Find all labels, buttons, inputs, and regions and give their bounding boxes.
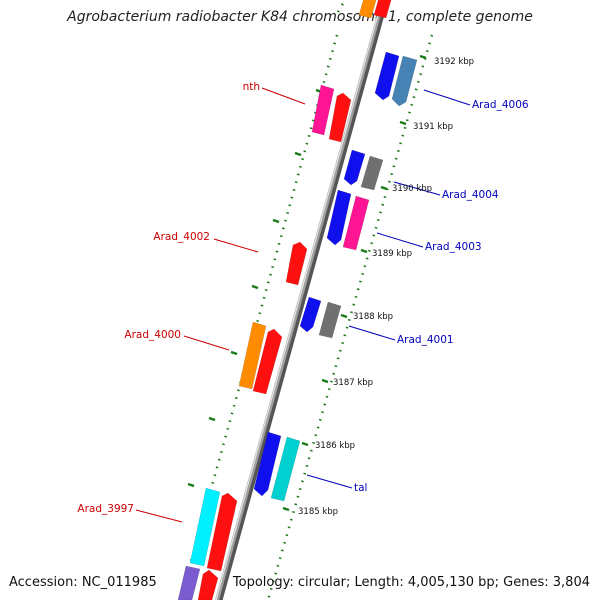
gene-cyan-tal xyxy=(270,436,301,502)
major-tick xyxy=(419,54,427,60)
gene-red-top xyxy=(373,0,392,19)
gene-label-arad-4004: Arad_4004 xyxy=(442,189,499,201)
kbp-label-3189: 3189 kbp xyxy=(372,249,412,259)
gene-red-4000 xyxy=(252,328,283,395)
major-tick xyxy=(321,378,329,384)
major-tick xyxy=(187,482,195,488)
leader-line-arad-4004 xyxy=(393,181,441,196)
major-tick xyxy=(230,350,238,356)
leader-line-arad-4002 xyxy=(213,238,259,253)
map-title: Agrobacterium radiobacter K84 chromosome… xyxy=(67,9,533,25)
leader-line-nth xyxy=(261,87,306,105)
leader-line-arad-4006 xyxy=(423,89,471,106)
gene-magenta-c xyxy=(342,195,370,251)
gene-red-3997 xyxy=(206,492,238,572)
major-tick xyxy=(272,218,280,224)
kbp-label-3187: 3187 kbp xyxy=(333,378,373,388)
gene-label-arad-4000: Arad_4000 xyxy=(124,329,181,341)
leader-line-tal xyxy=(306,474,353,489)
gene-label-nth: nth xyxy=(243,81,260,93)
gene-label-arad-4002: Arad_4002 xyxy=(153,231,210,243)
gene-label-tal: tal xyxy=(354,482,367,494)
gene-orange-4000 xyxy=(238,321,267,390)
genome-backbone xyxy=(215,0,385,600)
leader-line-arad-3997 xyxy=(135,509,183,523)
gene-red-4002 xyxy=(285,241,308,286)
gene-steelblue-a xyxy=(391,55,418,107)
gene-red-nth xyxy=(328,92,352,143)
kbp-label-3192: 3192 kbp xyxy=(434,57,474,67)
leader-line-arad-4003 xyxy=(376,232,424,248)
kbp-label-3185: 3185 kbp xyxy=(298,507,338,517)
gene-purple-bottom xyxy=(177,565,201,600)
gene-orange-top xyxy=(358,0,377,19)
gene-label-arad-4006: Arad_4006 xyxy=(472,99,529,111)
kbp-label-3191: 3191 kbp xyxy=(413,122,453,132)
gene-magenta-nth xyxy=(311,84,335,136)
major-tick xyxy=(282,506,290,512)
gene-red-bottom xyxy=(197,569,219,600)
genome-backbone-highlight xyxy=(215,0,383,600)
major-tick xyxy=(399,120,407,126)
gene-blue-a xyxy=(374,51,400,101)
major-ticks xyxy=(187,54,427,512)
genes xyxy=(177,0,418,600)
major-tick xyxy=(380,185,388,191)
major-tick xyxy=(340,313,348,319)
genome-stats-label: Topology: circular; Length: 4,005,130 bp… xyxy=(232,575,590,590)
major-tick xyxy=(360,248,368,254)
gene-blue-b xyxy=(343,149,366,186)
kbp-labels: 3192 kbp 3191 kbp 3190 kbp 3189 kbp 3188… xyxy=(298,57,474,517)
major-tick xyxy=(301,441,309,447)
gene-blue-d xyxy=(299,296,322,333)
leader-line-arad-4001 xyxy=(348,325,396,341)
gene-grey-b xyxy=(360,155,384,191)
gene-blue-c xyxy=(326,189,352,246)
kbp-label-3186: 3186 kbp xyxy=(315,441,355,451)
major-tick xyxy=(208,416,216,422)
kbp-label-3190: 3190 kbp xyxy=(392,184,432,194)
major-tick xyxy=(294,151,302,157)
gene-blue-tal xyxy=(253,431,282,497)
gene-label-arad-4001: Arad_4001 xyxy=(397,334,454,346)
gene-label-arad-4003: Arad_4003 xyxy=(425,241,482,253)
accession-label: Accession: NC_011985 xyxy=(9,575,157,590)
gene-brightcyan-3997 xyxy=(189,487,221,567)
top-tick-track xyxy=(336,0,347,13)
gene-grey-d xyxy=(318,301,342,339)
gene-labels: nth Arad_4002 Arad_4000 Arad_3997 Arad_4… xyxy=(77,81,528,515)
leader-lines xyxy=(135,87,471,523)
kbp-label-3188: 3188 kbp xyxy=(353,312,393,322)
gene-label-arad-3997: Arad_3997 xyxy=(77,503,134,515)
major-tick xyxy=(251,284,259,290)
leader-line-arad-4000 xyxy=(183,335,230,351)
